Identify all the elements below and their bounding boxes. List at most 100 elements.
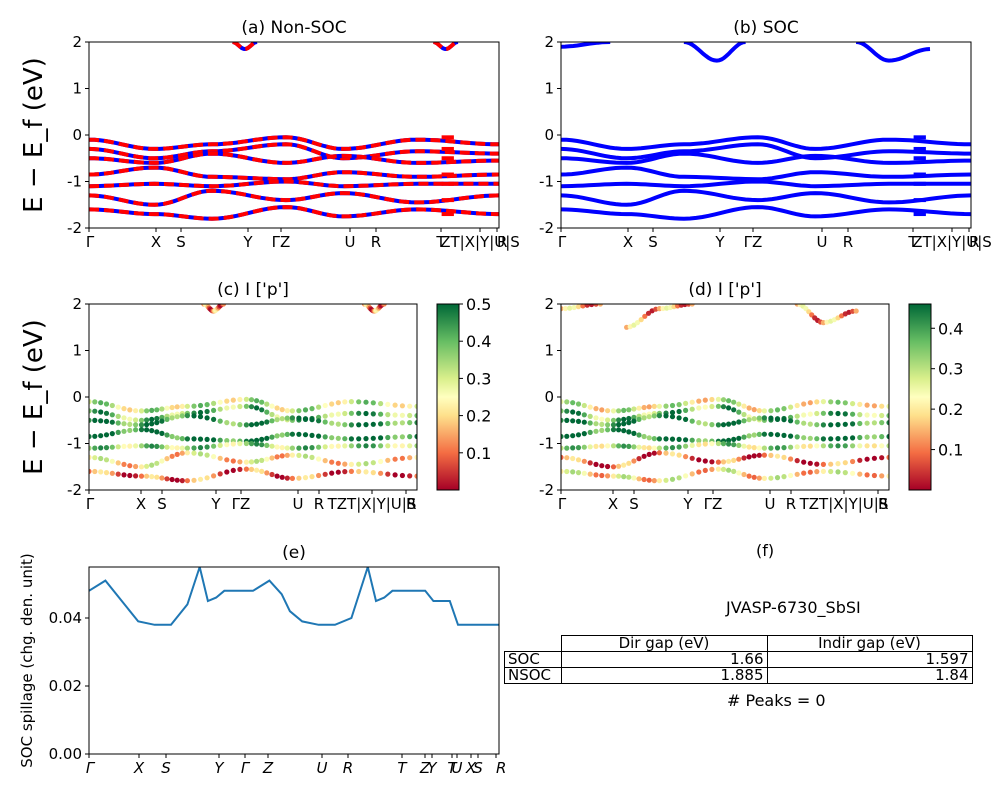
- band-point: [626, 460, 632, 466]
- x-tick-label: Γ: [558, 233, 567, 251]
- band-point: [224, 457, 230, 463]
- band-point: [133, 408, 139, 414]
- band-point: [335, 469, 341, 475]
- band-point: [217, 437, 223, 443]
- band-point: [761, 445, 768, 451]
- band-point: [348, 461, 354, 467]
- band-point: [850, 411, 856, 417]
- band-point: [224, 420, 230, 426]
- y-tick-label: 0.00: [49, 745, 82, 763]
- band-point: [696, 438, 702, 444]
- band-line: [561, 205, 971, 221]
- band-point: [864, 456, 870, 462]
- band-point: [217, 418, 223, 424]
- band-point: [164, 432, 170, 438]
- band-point: [581, 431, 587, 437]
- band-point: [254, 467, 260, 473]
- table-row: NSOC 1.885 1.84: [504, 667, 973, 684]
- band-point: [197, 409, 204, 416]
- band-point: [289, 475, 295, 481]
- band-point: [580, 304, 586, 309]
- band-point: [605, 408, 611, 414]
- band-point: [121, 421, 127, 427]
- x-tick-label: X: [151, 233, 161, 251]
- colorbar-tick-label: 0.5: [466, 295, 491, 314]
- band-point: [179, 445, 185, 451]
- band-point: [751, 407, 757, 413]
- band-point: [243, 422, 249, 428]
- band-point: [184, 450, 190, 456]
- y-tick-label: 0: [544, 126, 554, 144]
- x-tick-label: ZT|X|Y|U|S: [440, 233, 520, 251]
- band-point: [842, 435, 848, 441]
- band-point: [224, 442, 230, 448]
- band-point: [631, 444, 637, 450]
- band-point: [237, 403, 243, 410]
- band-point: [801, 459, 807, 465]
- band-point: [230, 441, 236, 447]
- band-point: [144, 422, 150, 428]
- band-point: [575, 418, 582, 424]
- band-point: [814, 422, 820, 428]
- band-point: [801, 470, 807, 476]
- band-point: [159, 430, 165, 436]
- band-point: [407, 403, 413, 409]
- band-point: [144, 463, 150, 469]
- band-point: [864, 472, 870, 478]
- band-point: [322, 471, 328, 477]
- band-line: [561, 165, 971, 182]
- band-point: [224, 398, 230, 404]
- band-point: [702, 458, 708, 464]
- band-point: [89, 468, 92, 474]
- band-point: [264, 435, 270, 441]
- band-point: [284, 452, 290, 458]
- y-tick-label: 2: [544, 33, 554, 51]
- band-point: [593, 472, 599, 478]
- band-point: [751, 474, 757, 480]
- band-point: [676, 475, 682, 481]
- band-point: [801, 401, 807, 407]
- band-point: [269, 471, 275, 478]
- band-point: [669, 402, 676, 409]
- band-point: [127, 443, 133, 449]
- colorbar-tick-label: 0.1: [466, 444, 491, 463]
- band-point: [794, 444, 800, 450]
- band-point: [575, 304, 582, 310]
- band-point: [835, 469, 841, 475]
- x-tick-label: S: [157, 495, 167, 513]
- band-point: [871, 434, 878, 440]
- x-tick-label: R: [878, 495, 888, 513]
- band-point: [115, 413, 121, 419]
- y-tick-label: -2: [539, 219, 554, 237]
- band-point: [864, 443, 870, 449]
- band-point: [879, 455, 885, 461]
- band-point: [850, 470, 856, 476]
- band-point: [264, 470, 270, 476]
- band-point: [174, 451, 180, 457]
- band-point: [399, 472, 405, 479]
- colorbar-tick-label: 0.2: [938, 400, 963, 419]
- band-point: [159, 414, 165, 420]
- band-point: [385, 412, 391, 418]
- band-point: [741, 403, 747, 409]
- band-point: [316, 404, 322, 410]
- band-point: [768, 452, 774, 458]
- colorbar-tick-label: 0.2: [466, 407, 491, 426]
- band-point: [842, 421, 848, 427]
- y-tick-label: -2: [67, 219, 82, 237]
- band-point: [269, 434, 275, 440]
- band-point: [669, 445, 676, 451]
- band-point: [254, 437, 260, 443]
- band-point: [689, 418, 695, 424]
- band-point: [98, 455, 104, 462]
- band-point: [807, 443, 813, 449]
- band-point: [631, 406, 637, 412]
- band-point: [593, 443, 599, 449]
- band-point: [197, 436, 204, 442]
- band-point: [381, 304, 387, 307]
- band-point: [746, 417, 752, 423]
- band-point: [663, 413, 669, 419]
- panel-e-title: (e): [282, 543, 306, 563]
- band-point: [864, 420, 870, 426]
- band-point: [561, 399, 564, 405]
